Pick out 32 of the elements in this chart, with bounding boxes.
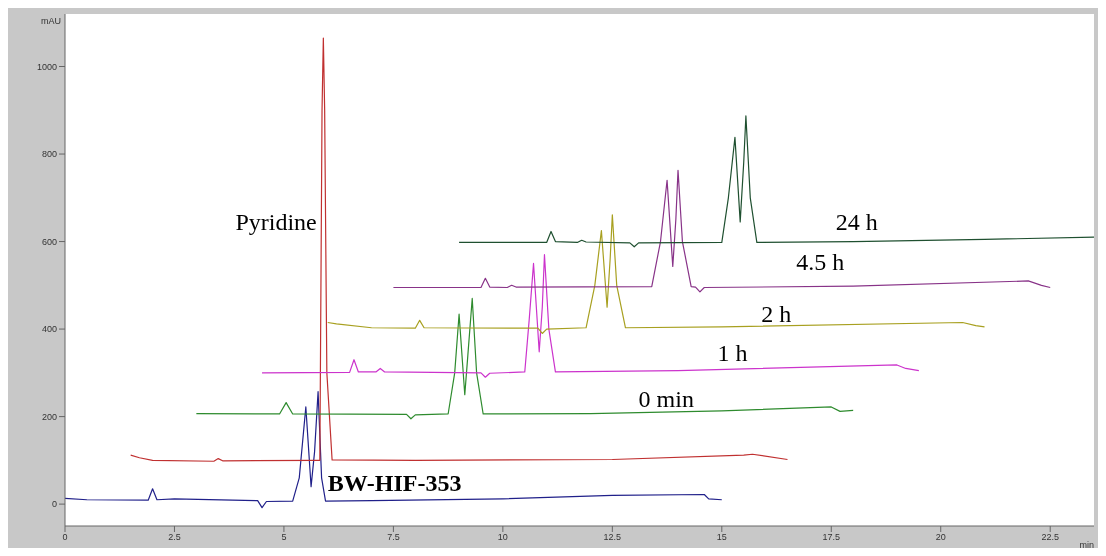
x-tick-label: 10 <box>497 532 508 543</box>
x-tick-label: 5 <box>281 532 287 543</box>
x-tick-label: 20 <box>935 532 946 543</box>
y-tick-label: 200 <box>41 411 57 422</box>
series-label: 2 h <box>761 300 792 327</box>
series-label: Pyridine <box>235 208 317 235</box>
y-tick-label: 800 <box>41 149 57 160</box>
x-tick-label: 15 <box>716 532 727 543</box>
y-axis-title: mAU <box>41 16 61 27</box>
x-tick-label: 2.5 <box>168 532 181 543</box>
line-series <box>195 297 854 420</box>
line-series <box>392 169 1051 293</box>
series-label: 4.5 h <box>796 249 845 276</box>
y-tick-label: 400 <box>41 324 57 335</box>
line-series <box>458 115 1094 248</box>
series-label: 1 h <box>717 339 748 366</box>
series-label: 0 min <box>638 385 694 412</box>
x-tick-label: 0 <box>62 532 68 543</box>
line-series <box>327 214 986 335</box>
line-series <box>65 391 723 509</box>
x-tick-label: 17.5 <box>822 532 841 543</box>
line-series <box>130 37 789 462</box>
line-series <box>261 254 920 378</box>
series-label: BW-HIF-353 <box>327 469 462 496</box>
x-axis-title: min <box>1079 540 1094 550</box>
x-tick-label: 12.5 <box>603 532 622 543</box>
y-tick-label: 600 <box>41 236 57 247</box>
series-label: 24 h <box>835 208 878 235</box>
x-tick-label: 22.5 <box>1041 532 1059 543</box>
x-tick-label: 7.5 <box>387 532 400 543</box>
y-tick-label: 0 <box>51 499 57 510</box>
y-tick-label: 1000 <box>36 61 57 72</box>
